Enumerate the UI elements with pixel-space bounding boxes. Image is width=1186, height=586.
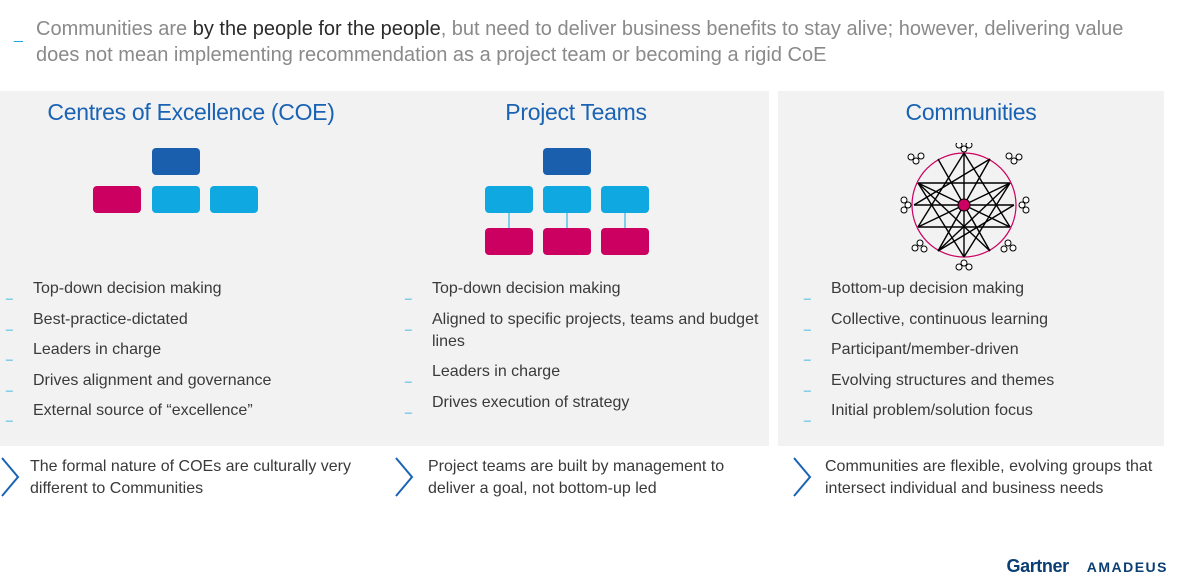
- amadeus-logo: AMADEUS: [1086, 559, 1168, 575]
- coe-box-blue-2: [210, 186, 258, 213]
- coe-list: _ Top-down decision making _ Best-practice…: [6, 278, 366, 431]
- note-text: Project teams are built by management to…: [428, 458, 725, 497]
- list-item: _ Collective, continuous learning: [804, 310, 1049, 331]
- coe-box-blue-1: [152, 186, 200, 213]
- intro-emphasis: by the people for the people: [192, 18, 441, 40]
- pt-box-blue-3: [601, 186, 649, 213]
- project-teams-list: _ Top-down decision making _ Aligned to sp…: [405, 278, 765, 422]
- note-communities: Communities are flexible, evolving group…: [792, 456, 1172, 500]
- list-item: _ Bottom-up decision making: [804, 280, 1024, 300]
- panel-title-coe: Centres of Excellence (COE): [47, 99, 335, 125]
- coe-top-box: [152, 148, 200, 175]
- list-item: _ Initial problem/solution focus: [804, 402, 1033, 422]
- coe-box-magenta: [93, 186, 141, 213]
- intro-part2: , but need to deliver business benefits …: [36, 18, 1124, 66]
- member-clusters: [900, 143, 1030, 271]
- note-project-teams: Project teams are built by management to…: [394, 456, 774, 500]
- chevron-right-icon: [793, 457, 812, 497]
- intro-text: _ Communities are by the people for the …: [14, 16, 1164, 68]
- panel-title-project-teams: Project Teams: [505, 99, 647, 125]
- list-item: _ Best-practice-dictated: [6, 310, 188, 331]
- note-text: Communities are flexible, evolving group…: [825, 458, 1153, 497]
- pt-box-blue-1: [485, 186, 533, 213]
- list-item: _ Top-down decision making: [6, 280, 222, 300]
- intro-paragraph: Communities are by the people for the pe…: [36, 16, 1164, 68]
- pt-box-magenta-2: [543, 228, 591, 255]
- panel-coe: Centres of Excellence (COE) _ Top-down de…: [0, 91, 384, 446]
- network-hub: [957, 198, 971, 212]
- list-item: _ Aligned to specific projects, teams and…: [405, 310, 759, 350]
- coe-org-diagram: [93, 148, 258, 213]
- list-item: _ Leaders in charge: [405, 363, 561, 383]
- panel-project-teams: Project Teams _ Top-down decision making …: [383, 91, 769, 446]
- intro-part1: Communities are: [36, 18, 193, 40]
- list-item: _ Top-down decision making: [405, 280, 621, 300]
- note-text: The formal nature of COEs are culturally…: [30, 458, 352, 497]
- gartner-logo: Gartner: [1006, 556, 1069, 576]
- communities-network-diagram: [900, 143, 1030, 271]
- list-item: _ Evolving structures and themes: [804, 371, 1055, 392]
- list-item: _ External source of “excellence”: [6, 402, 253, 422]
- chevron-right-icon: [1, 457, 20, 497]
- intro-dash: _: [14, 26, 23, 43]
- project-teams-diagram: [485, 148, 649, 255]
- list-item: _ Participant/member-driven: [804, 341, 1019, 361]
- brand-logos: Gartner AMADEUS: [1006, 556, 1168, 577]
- panel-communities: Communities _ Bottom-up decision making: [778, 91, 1164, 446]
- pt-top-box: [543, 148, 591, 175]
- pt-box-blue-2: [543, 186, 591, 213]
- list-item: _ Drives execution of strategy: [405, 393, 630, 414]
- pt-box-magenta-3: [601, 228, 649, 255]
- list-item: _ Leaders in charge: [6, 341, 162, 361]
- pt-box-magenta-1: [485, 228, 533, 255]
- communities-list: _ Bottom-up decision making _ Collective, …: [804, 278, 1164, 431]
- list-item: _ Drives alignment and governance: [6, 371, 272, 392]
- note-coe: The formal nature of COEs are culturally…: [0, 456, 380, 500]
- chevron-right-icon: [395, 457, 414, 497]
- panel-title-communities: Communities: [905, 99, 1037, 125]
